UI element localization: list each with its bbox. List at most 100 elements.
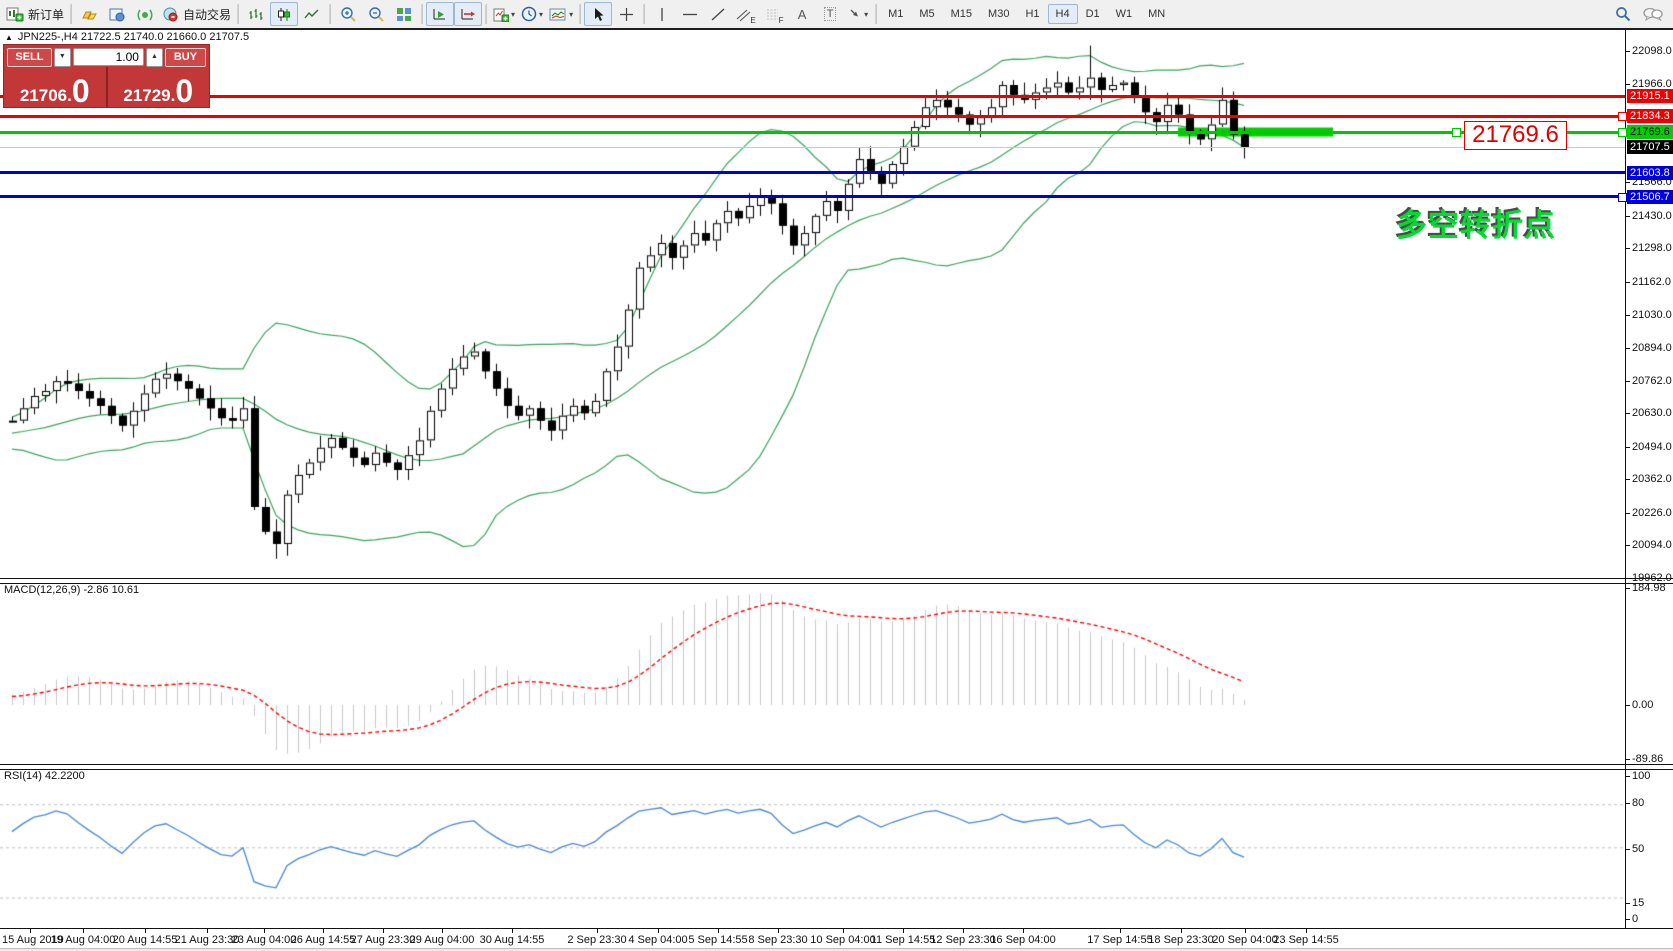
autoscroll-button[interactable] [426,2,455,26]
trendline-icon [711,8,725,20]
text-label-button[interactable]: T [816,2,844,26]
turning-point-annotation[interactable]: 多空转折点 [1396,208,1556,243]
cursor-button[interactable] [584,2,613,26]
timeframe-w1[interactable]: W1 [1115,8,1133,20]
main-toolbar: 新订单 [0,0,1673,28]
panel-splitter[interactable] [0,578,1673,584]
collapse-panel-arrow[interactable]: ▲ [5,33,13,42]
timeframe-h4[interactable]: H4 [1047,4,1078,24]
time-label: 29 Aug 04:00 [409,934,475,946]
volume-input[interactable]: 1.00 [72,48,144,66]
tile-windows-button[interactable] [390,2,418,26]
horizontal-line-button[interactable] [676,2,704,26]
line-handle[interactable] [1452,128,1461,138]
toolbar-separator [70,4,73,24]
data-window-button[interactable] [103,2,131,26]
line-handle[interactable] [1618,112,1627,122]
horizontal-line-21707.5[interactable] [0,146,1625,148]
axis-tick [1626,348,1630,349]
arrows-icon [850,9,859,16]
timeframe-d1[interactable]: D1 [1085,8,1100,20]
chart-shift-button[interactable] [454,2,483,26]
tile-windows-icon [397,7,412,21]
line-handle[interactable] [1618,192,1627,202]
time-tick [30,929,31,933]
time-label: 27 Aug 23:30 [350,934,416,946]
time-tick [264,929,265,933]
axis-tick-label: 15 [1632,897,1645,909]
axis-tick-label: 100 [1632,770,1651,782]
zoom-out-button[interactable] [362,2,390,26]
time-tick [963,929,964,933]
timeframe-mn[interactable]: MN [1148,8,1166,20]
horizontal-line-21603.8[interactable] [0,171,1625,175]
axis-tick-label: 19962.0 [1632,572,1672,584]
volume-down-button[interactable]: ▼ [53,47,71,67]
axis-price-label: 21769.6 [1627,125,1673,140]
panel-splitter[interactable] [0,764,1673,770]
time-label: 20 Sep 04:00 [1212,934,1278,946]
time-axis[interactable]: 15 Aug 2019 19 Aug 04:00 20 Aug 14:55 21 Au… [0,929,1673,948]
candlestick-icon [278,7,291,21]
macd-panel[interactable] [0,582,1625,765]
time-tick [207,929,208,933]
sell-price[interactable]: 21706. 0 [4,67,106,107]
zoom-in-button[interactable] [334,2,362,26]
buy-button[interactable]: BUY [164,47,206,67]
templates-button[interactable]: ▾ [546,2,576,26]
new-order-icon [6,7,24,22]
trendline-button[interactable] [704,2,732,26]
time-label: 15 Aug 2019 [2,934,64,946]
fibonacci-button[interactable]: F [760,2,788,26]
rsi-panel[interactable] [0,768,1625,928]
timeframe-m30[interactable]: M30 [988,8,1010,20]
crosshair-icon [619,7,633,21]
indicators-button[interactable]: ▾ [490,2,518,26]
autotrading-button[interactable]: 自动交易 [159,2,234,26]
timeframe-m1[interactable]: M1 [888,8,904,20]
toolbar-separator [579,4,582,24]
chat-icon[interactable] [1643,6,1663,22]
sell-button[interactable]: SELL [7,47,52,67]
horizontal-line-21915.1[interactable] [0,94,1625,98]
buy-price[interactable]: 21729. 0 [108,67,210,107]
price-chart[interactable] [0,30,1625,578]
horizontal-line-21834.3[interactable] [0,114,1625,118]
signals-icon [137,9,152,20]
candle-chart-button[interactable] [270,2,299,26]
equidistant-channel-button[interactable]: E [732,2,760,26]
signals-button[interactable] [131,2,159,26]
axis-tick-label: 0 [1632,913,1639,925]
timeframe-m5[interactable]: M5 [919,8,935,20]
axis-tick-label: 50 [1632,843,1645,855]
time-tick [903,929,904,933]
axis-tick [1626,776,1630,777]
vertical-line-button[interactable] [648,2,676,26]
line-chart-button[interactable] [298,2,326,26]
line-handle[interactable] [1618,128,1627,138]
time-tick [658,929,659,933]
market-watch-button[interactable] [75,2,103,26]
axis-tick-label: 80 [1632,797,1645,809]
timeframe-m15[interactable]: M15 [950,8,973,20]
timeframe-h1[interactable]: H1 [1025,8,1040,20]
new-order-label: 新订单 [28,7,65,22]
axis-tick-label: 20762.0 [1632,375,1672,387]
symbol-info-line: ▲ JPN225-,H4 21722.5 21740.0 21660.0 2170… [5,31,249,43]
price-callout-box[interactable]: 21769.6 [1464,121,1567,150]
search-icon[interactable] [1615,6,1631,22]
periods-button[interactable]: ▾ [518,2,546,26]
time-tick [512,929,513,933]
new-order-button[interactable]: 新订单 [3,2,67,26]
arrows-button[interactable]: ▾ [844,2,872,26]
volume-up-button[interactable]: ▲ [145,47,163,67]
time-label: 10 Sep 04:00 [810,934,876,946]
text-button[interactable]: A [788,2,816,26]
crosshair-button[interactable] [612,2,640,26]
axis-tick [1626,545,1630,546]
horizontal-line-21506.7[interactable] [0,195,1625,199]
axis-tick-label: 184.98 [1632,582,1666,594]
bar-chart-button[interactable] [242,2,270,26]
horizontal-line-21769.6[interactable] [0,130,1625,134]
